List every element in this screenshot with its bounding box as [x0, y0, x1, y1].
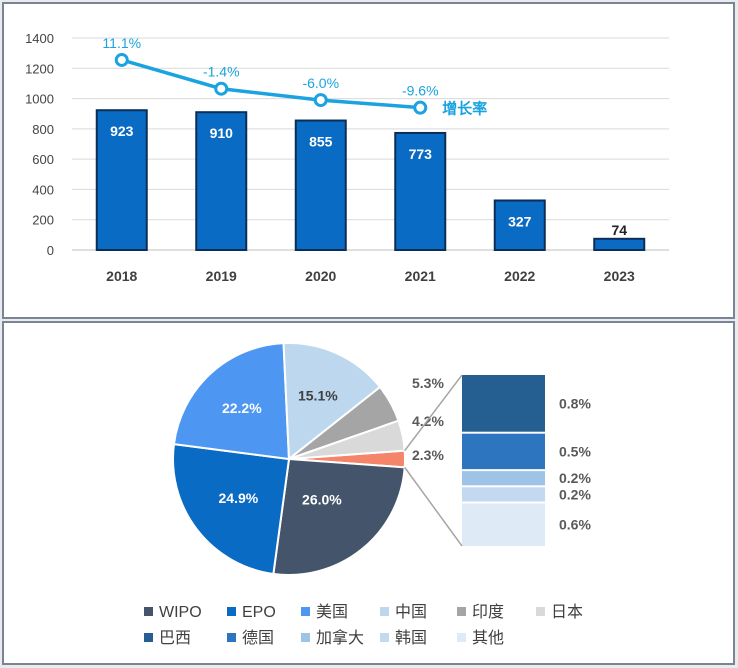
- breakdown-label: 0.2%: [559, 486, 591, 502]
- bar-value-label: 923: [110, 123, 134, 139]
- bar-value-label: 327: [508, 213, 532, 229]
- growth-rate-point: [413, 100, 428, 115]
- y-tick-label: 0: [47, 243, 54, 258]
- bar-chart-panel: 0 200 400 600 800 1000 1200 1400 923 2018 910 2019 8…: [2, 2, 735, 319]
- legend-label: WIPO: [159, 604, 202, 621]
- pie-slice-label: 4.2%: [412, 413, 444, 429]
- growth-rate-label: -1.4%: [203, 64, 240, 80]
- breakdown-label: 0.5%: [559, 443, 591, 459]
- y-tick-label: 1400: [25, 31, 54, 46]
- pie-slice: [172, 342, 291, 461]
- legend-swatch: [301, 607, 310, 616]
- growth-rate-point: [114, 52, 129, 67]
- connector-line: [404, 374, 463, 452]
- pie-slice-label: 2.3%: [412, 447, 444, 463]
- bar: [593, 237, 646, 251]
- x-tick-label: 2019: [206, 268, 237, 284]
- breakdown-label: 0.6%: [559, 517, 591, 533]
- breakdown-segment: [462, 433, 545, 470]
- breakdown-segment: [462, 471, 545, 486]
- growth-rate-label: -9.6%: [402, 83, 439, 99]
- legend-label: 日本: [551, 603, 583, 621]
- y-tick-label: 200: [32, 213, 54, 228]
- legend-swatch: [227, 607, 236, 616]
- breakdown-label: 0.8%: [559, 395, 591, 411]
- legend-swatch: [536, 607, 545, 616]
- x-tick-label: 2018: [106, 268, 137, 284]
- bar: [493, 199, 546, 252]
- pie-slice: [282, 342, 382, 461]
- legend-swatch: [457, 633, 466, 642]
- bar-value-label: 773: [409, 146, 433, 162]
- bar-value-label: 910: [210, 125, 234, 141]
- connector-line: [404, 466, 463, 547]
- legend-swatch: [457, 607, 466, 616]
- pie-slice: [172, 442, 291, 576]
- bar-value-label: 74: [611, 222, 627, 238]
- x-tick-label: 2023: [604, 268, 635, 284]
- legend-label: 加拿大: [316, 628, 364, 647]
- legend-swatch: [301, 633, 310, 642]
- legend-swatch: [144, 633, 153, 642]
- pie-chart: 2.3% 26.0% 24.9% 22.2% 15.1% 5.3% 4.2% 0.8% 0.5%…: [144, 342, 591, 647]
- legend-label: 德国: [242, 629, 274, 647]
- y-tick-label: 400: [32, 182, 54, 197]
- breakdown-segment: [462, 487, 545, 502]
- bar: [394, 131, 447, 251]
- legend-label: 巴西: [159, 630, 191, 647]
- pie-slice-label: 22.2%: [222, 400, 262, 416]
- bar: [195, 111, 248, 251]
- x-tick-label: 2021: [405, 268, 436, 284]
- legend-label: 美国: [316, 603, 348, 621]
- x-tick-label: 2020: [305, 268, 336, 284]
- bar: [294, 119, 347, 252]
- growth-rate-point: [313, 93, 328, 108]
- growth-rate-label: -6.0%: [302, 75, 339, 91]
- breakdown-label: 0.2%: [559, 470, 591, 486]
- bar: [95, 109, 148, 251]
- pie-slice-label: 15.1%: [298, 388, 338, 404]
- y-tick-label: 800: [32, 122, 54, 137]
- pie-chart-panel: 2.3% 26.0% 24.9% 22.2% 15.1% 5.3% 4.2% 0.8% 0.5%…: [2, 321, 735, 665]
- y-tick-label: 1000: [25, 92, 54, 107]
- legend-label: 印度: [472, 603, 504, 621]
- y-tick-label: 600: [32, 152, 54, 167]
- growth-rate-point: [214, 81, 229, 96]
- pie-slice-label: 24.9%: [218, 490, 258, 506]
- legend-swatch: [380, 607, 389, 616]
- bar-chart: 0 200 400 600 800 1000 1200 1400 923 2018 910 2019 8…: [25, 31, 669, 284]
- legend-label: 其他: [472, 629, 504, 647]
- legend-swatch: [227, 633, 236, 642]
- bar-value-label: 855: [309, 134, 333, 150]
- x-tick-label: 2022: [504, 268, 535, 284]
- legend-swatch: [380, 633, 389, 642]
- y-tick-label: 1200: [25, 61, 54, 76]
- growth-rate-series-label: 增长率: [442, 100, 487, 118]
- legend-swatch: [144, 607, 153, 616]
- growth-rate-label: 11.1%: [102, 35, 141, 51]
- legend-label: EPO: [242, 604, 276, 621]
- legend-label: 中国: [395, 603, 427, 621]
- breakdown-segment: [462, 503, 545, 546]
- pie-slice-label: 5.3%: [412, 375, 444, 391]
- pie-slice: [272, 457, 406, 576]
- growth-rate-line: [121, 58, 421, 110]
- breakdown-segment: [462, 375, 545, 432]
- pie-slice-label: 26.0%: [302, 492, 342, 508]
- legend-label: 韩国: [395, 629, 427, 647]
